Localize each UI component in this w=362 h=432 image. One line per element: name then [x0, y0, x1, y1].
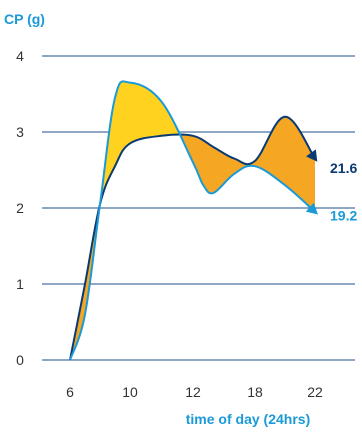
y-tick-label: 3 [16, 124, 24, 140]
x-tick-label: 12 [185, 384, 201, 400]
series-line-light [69, 80, 316, 361]
y-tick-label: 0 [16, 352, 24, 368]
end-value-label-light: 19.2 [330, 207, 357, 223]
arrowhead-dark-icon [306, 149, 318, 162]
y-axis-label: CP (g) [4, 11, 45, 27]
y-tick-label: 1 [16, 276, 24, 292]
x-tick-label: 6 [66, 384, 74, 400]
y-tick-label: 4 [16, 48, 24, 64]
x-tick-label: 10 [122, 384, 138, 400]
x-axis-label: time of day (24hrs) [186, 411, 310, 427]
x-tick-label: 18 [247, 384, 263, 400]
x-tick-label: 22 [307, 384, 323, 400]
series-line-dark [69, 115, 316, 361]
fill-region-orange [70, 81, 315, 360]
y-tick-label: 2 [16, 200, 24, 216]
end-value-label-dark: 21.6 [330, 160, 357, 176]
arrowhead-light-icon [305, 202, 318, 215]
